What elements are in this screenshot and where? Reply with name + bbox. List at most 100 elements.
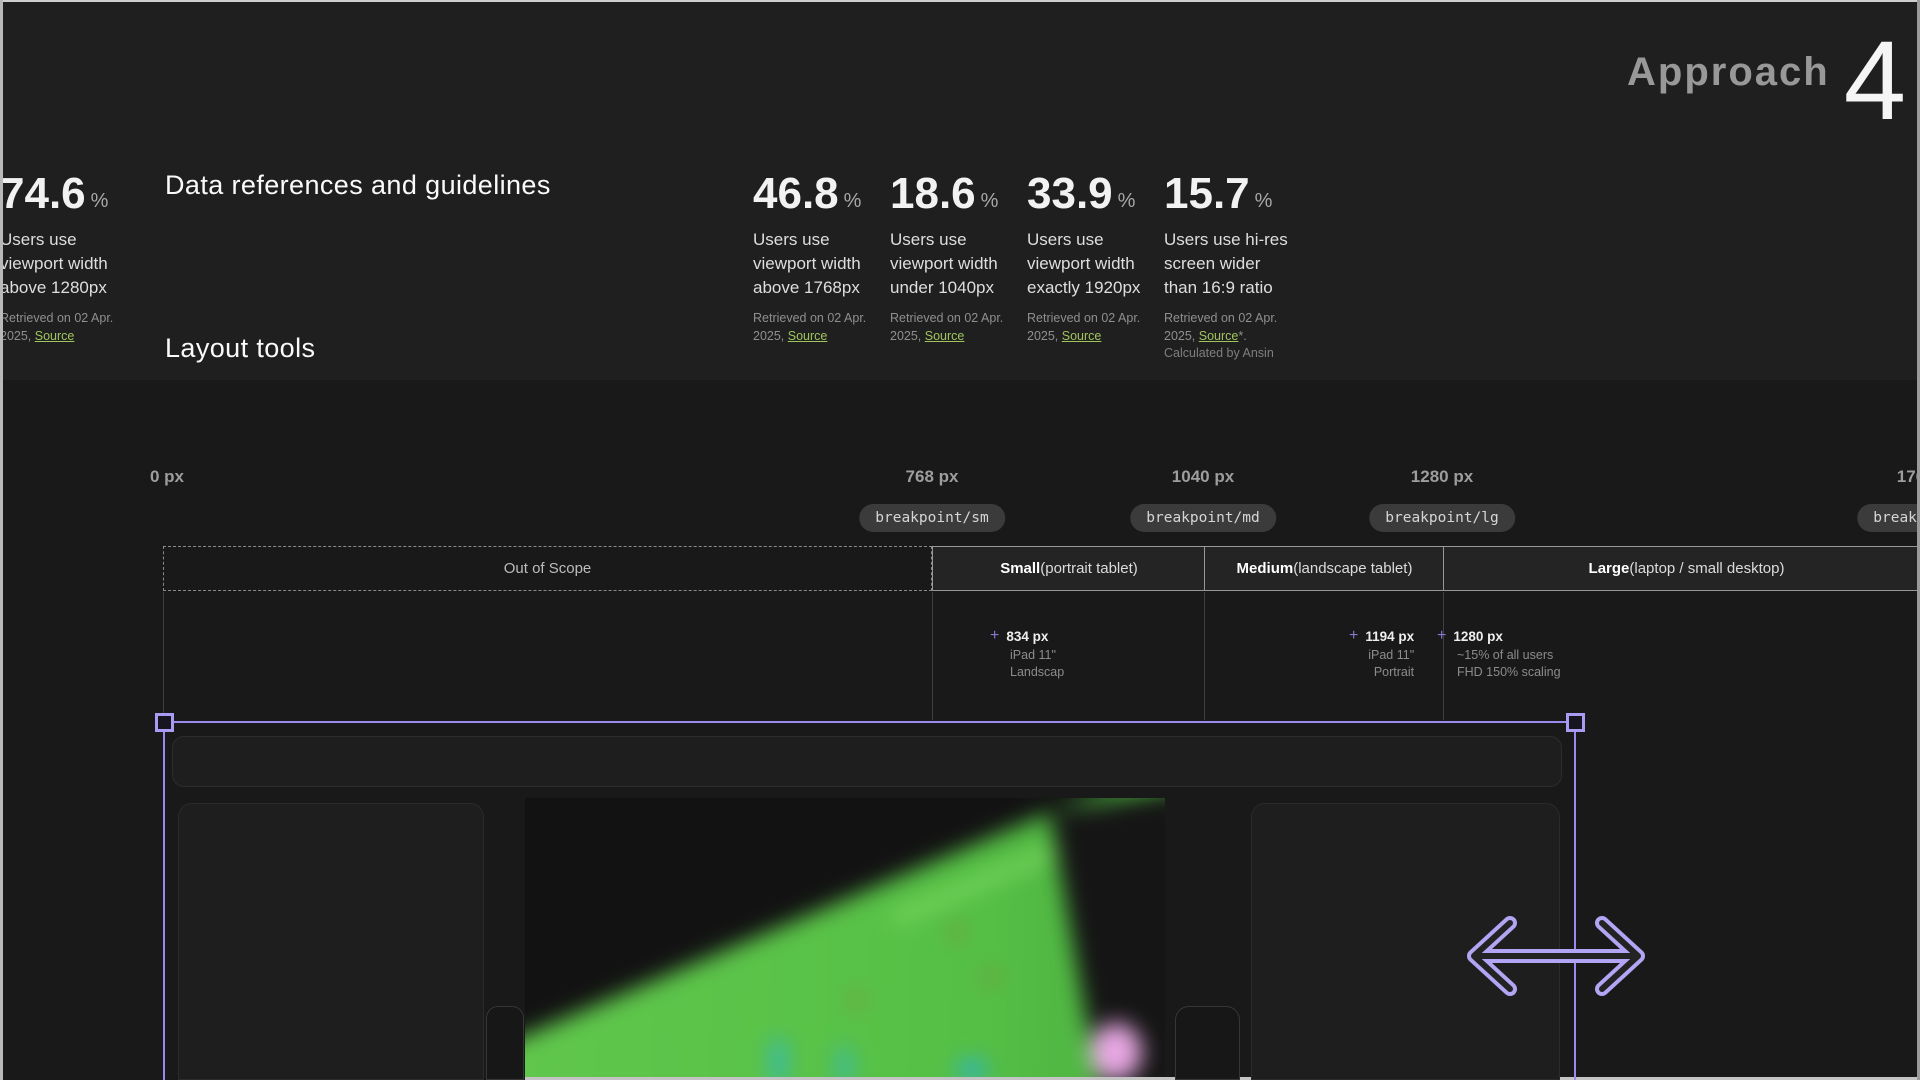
stat-source-line: Retrieved on 02 Apr. 2025, Source xyxy=(1027,310,1155,345)
marker-value: 834 px xyxy=(1006,628,1049,644)
ruler-tick-1040px: 1040 px xyxy=(1171,467,1235,486)
stat-unit: % xyxy=(843,190,862,212)
thumbnail-cyan-mark xyxy=(773,1040,784,1080)
marker-line: ~15% of all users xyxy=(1457,648,1554,662)
source-suffix: *. xyxy=(1238,328,1247,343)
stat-description: Users use viewport width under 1040px xyxy=(890,230,998,298)
stat-retrieved: Retrieved on 02 Apr. 2025, xyxy=(753,311,867,343)
plus-icon: + xyxy=(1349,627,1359,644)
selection-frame-right-edge[interactable] xyxy=(1574,721,1576,1080)
stat-viewport-exactly-1920: 33.9% Users use viewport width exactly 1… xyxy=(1027,172,1155,345)
gridline-768px xyxy=(932,592,933,720)
frame-navbar-placeholder[interactable] xyxy=(172,736,1562,787)
plus-icon: + xyxy=(1437,627,1447,644)
thumbnail-red-dot xyxy=(987,973,995,981)
source-link[interactable]: Source xyxy=(1198,328,1239,343)
ruler-tick-768px: 768 px xyxy=(905,467,959,486)
band-large-detail: (laptop / small desktop) xyxy=(1629,560,1785,577)
thumbnail-pink-blob xyxy=(1090,1023,1142,1080)
frame-mini-pill-left[interactable] xyxy=(486,1006,524,1080)
stat-description: Users use viewport width above 1768px xyxy=(753,230,861,298)
breakpoint-sm-badge: breakpoint/sm xyxy=(859,504,1005,532)
marker-1194px: +1194 px iPad 11" Portrait xyxy=(1349,628,1414,682)
stat-unit: % xyxy=(1254,190,1273,212)
thumbnail-cyan-mark xyxy=(957,1060,987,1080)
plus-icon: + xyxy=(990,627,1000,644)
stat-source-line: Retrieved on 02 Apr. 2025, Source*. Calcu… xyxy=(1164,310,1292,363)
slide-edge-top xyxy=(0,0,1920,2)
marker-value: 1280 px xyxy=(1453,628,1503,644)
stat-unit: % xyxy=(1117,190,1136,212)
marker-line: Landscap xyxy=(1010,665,1065,680)
stat-description: Users use viewport width above 1280px xyxy=(0,230,108,298)
selection-frame-left-edge[interactable] xyxy=(163,721,165,1080)
breakpoint-lg-badge: breakpoint/lg xyxy=(1369,504,1515,532)
source-link[interactable]: Source xyxy=(1061,328,1102,343)
thumbnail-cyan-mark xyxy=(840,1048,849,1080)
stat-value: 74.6 xyxy=(0,169,86,218)
selection-frame-top-edge[interactable] xyxy=(164,721,1575,723)
marker-sublabel: ~15% of all users FHD 150% scaling xyxy=(1437,647,1561,682)
stat-note: Calculated by Ansin xyxy=(1164,346,1274,361)
band-small-detail: (portrait tablet) xyxy=(1040,560,1138,577)
stat-value: 18.6 xyxy=(890,169,976,218)
stat-retrieved: Retrieved on 02 Apr. 2025, xyxy=(1027,311,1141,343)
stat-viewport-above-1280: 74.6% Users use viewport width above 128… xyxy=(0,172,128,345)
band-medium: Medium (landscape tablet) xyxy=(1204,546,1445,591)
stat-value: 33.9 xyxy=(1027,169,1113,218)
band-small-name: Small xyxy=(1000,560,1041,577)
approach-label: Approach xyxy=(1627,50,1830,94)
thumbnail-red-dot xyxy=(853,996,861,1004)
stat-viewport-above-1768: 46.8% Users use viewport width above 176… xyxy=(753,172,881,345)
stat-retrieved: Retrieved on 02 Apr. 2025, xyxy=(1164,311,1278,343)
frame-left-card[interactable] xyxy=(178,803,484,1080)
stat-unit: % xyxy=(980,190,999,212)
marker-1280px: +1280 px ~15% of all users FHD 150% scali… xyxy=(1437,628,1561,682)
stat-source-line: Retrieved on 02 Apr. 2025, Source xyxy=(753,310,881,345)
band-small: Small (portrait tablet) xyxy=(932,546,1206,591)
ruler-tick-1768px: 1768 px xyxy=(1896,467,1920,486)
approach-header: Approach 4 xyxy=(1627,18,1906,143)
selection-handle-top-left[interactable] xyxy=(155,713,174,732)
selection-handle-top-right[interactable] xyxy=(1566,713,1585,732)
stat-viewport-under-1040: 18.6% Users use viewport width under 104… xyxy=(890,172,1018,345)
stat-value: 46.8 xyxy=(753,169,839,218)
approach-number: 4 xyxy=(1843,18,1906,143)
stat-value: 15.7 xyxy=(1164,169,1250,218)
source-link[interactable]: Source xyxy=(924,328,965,343)
band-medium-detail: (landscape tablet) xyxy=(1293,560,1413,577)
stat-description: Users use hi-res screen wider than 16:9 … xyxy=(1164,230,1288,298)
gridline-1040px xyxy=(1204,592,1205,720)
blurred-thumbnail-image xyxy=(525,798,1165,1080)
frame-mini-pill-right[interactable] xyxy=(1175,1006,1240,1080)
band-medium-name: Medium xyxy=(1236,560,1294,577)
band-large-name: Large xyxy=(1588,560,1630,577)
marker-sublabel: iPad 11" Portrait xyxy=(1349,647,1414,682)
breakpoint-xl-badge: breakpoint/xl xyxy=(1857,504,1920,532)
band-out-of-scope: Out of Scope xyxy=(163,546,932,591)
stat-source-line: Retrieved on 02 Apr. 2025, Source xyxy=(0,310,128,345)
thumbnail-blur-layer xyxy=(525,798,1165,1080)
marker-line: iPad 11" xyxy=(1368,648,1415,662)
stat-unit: % xyxy=(90,190,109,212)
gridline-1280px xyxy=(1443,592,1444,720)
marker-value: 1194 px xyxy=(1365,628,1415,644)
stat-retrieved: Retrieved on 02 Apr. 2025, xyxy=(890,311,1004,343)
slide-edge-left xyxy=(0,0,3,1080)
ruler-tick-1280px: 1280 px xyxy=(1410,467,1474,486)
marker-834px: +834 px iPad 11" Landscap xyxy=(990,628,1064,682)
band-large: Large (laptop / small desktop) xyxy=(1443,546,1920,591)
stat-hires-wider-169: 15.7% Users use hi-res screen wider than… xyxy=(1164,172,1292,363)
gridline-0px xyxy=(163,592,164,714)
stat-retrieved: Retrieved on 02 Apr. 2025, xyxy=(0,311,114,343)
resize-horizontal-cursor-icon xyxy=(1458,915,1654,1002)
source-link[interactable]: Source xyxy=(34,328,75,343)
section-title-data-references: Data references and guidelines xyxy=(165,170,551,200)
source-link[interactable]: Source xyxy=(787,328,828,343)
stat-description: Users use viewport width exactly 1920px xyxy=(1027,230,1141,298)
stat-source-line: Retrieved on 02 Apr. 2025, Source xyxy=(890,310,1018,345)
marker-line: Portrait xyxy=(1373,665,1415,680)
section-title-layout-tools: Layout tools xyxy=(165,333,316,363)
marker-line: iPad 11" xyxy=(1010,648,1056,662)
